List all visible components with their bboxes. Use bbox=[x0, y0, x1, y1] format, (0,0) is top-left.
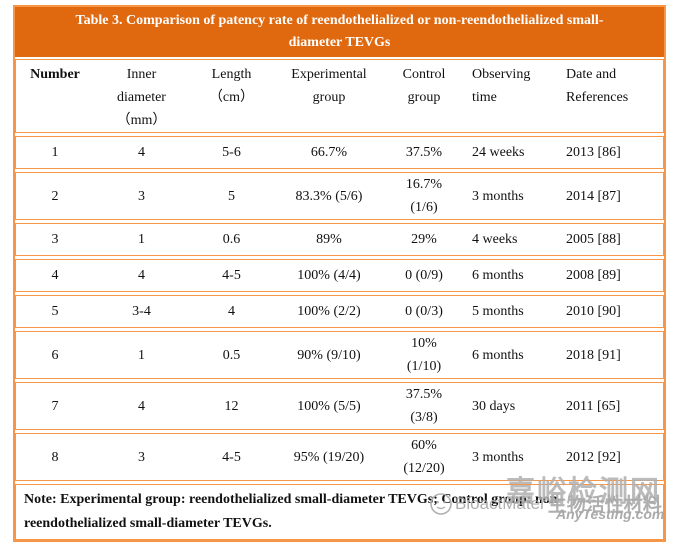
cell-number: 1 bbox=[51, 145, 59, 160]
cell-date-references: 2018 [91] bbox=[566, 347, 621, 363]
cell-observing-time: 3 months bbox=[472, 188, 524, 204]
cell-number: 7 bbox=[51, 398, 59, 414]
cell-inner-diameter: 3 bbox=[138, 188, 145, 204]
cell-length: 4 bbox=[228, 304, 235, 319]
column-header-inner-diameter: Inner diameter （mm） bbox=[116, 67, 167, 128]
cell-experimental-group: 100% (5/5) bbox=[297, 398, 361, 414]
cell-control-group: 0 (0/9) bbox=[405, 268, 443, 283]
cell-inner-diameter: 4 bbox=[138, 145, 145, 160]
cell-observing-time: 3 months bbox=[472, 449, 524, 465]
column-header-number: Number bbox=[30, 67, 80, 82]
cell-control-group: 0 (0/3) bbox=[405, 304, 443, 319]
cell-experimental-group: 66.7% bbox=[310, 145, 348, 160]
cell-control-group: 37.5% (3/8) bbox=[405, 387, 443, 425]
cell-observing-time: 4 weeks bbox=[472, 232, 518, 247]
table-header-row: Number Inner diameter （mm） Length （cm） E… bbox=[15, 59, 664, 133]
table-row: 4 4 4-5 100% (4/4) 0 (0/9) 6 months 2008… bbox=[15, 259, 664, 292]
table-note: Note: Experimental group: reendotheliali… bbox=[15, 484, 664, 540]
cell-inner-diameter: 4 bbox=[138, 398, 145, 414]
cell-control-group: 29% bbox=[411, 232, 437, 247]
cell-number: 6 bbox=[51, 347, 59, 363]
cell-date-references: 2014 [87] bbox=[566, 188, 621, 204]
cell-length: 5-6 bbox=[222, 145, 241, 160]
table-title: Table 3. Comparison of patency rate of r… bbox=[15, 7, 664, 57]
cell-experimental-group: 90% (9/10) bbox=[297, 347, 361, 363]
cell-experimental-group: 83.3% (5/6) bbox=[295, 188, 363, 204]
cell-number: 2 bbox=[51, 188, 59, 204]
cell-inner-diameter: 3 bbox=[138, 449, 145, 465]
cell-observing-time: 5 months bbox=[472, 304, 524, 319]
cell-observing-time: 6 months bbox=[472, 268, 524, 283]
cell-inner-diameter: 1 bbox=[138, 232, 145, 247]
cell-date-references: 2005 [88] bbox=[566, 232, 621, 247]
cell-experimental-group: 100% (4/4) bbox=[297, 268, 361, 283]
cell-observing-time: 30 days bbox=[472, 398, 516, 414]
column-header-control-group: Control group bbox=[402, 67, 446, 105]
cell-number: 3 bbox=[51, 232, 59, 247]
cell-experimental-group: 95% (19/20) bbox=[293, 449, 365, 465]
cell-length: 4-5 bbox=[222, 449, 241, 465]
table-row: 6 1 0.5 90% (9/10) 10% (1/10) 6 months 2… bbox=[15, 331, 664, 379]
table-row: 7 4 12 100% (5/5) 37.5% (3/8) 30 days 20… bbox=[15, 382, 664, 430]
cell-control-group: 60% (12/20) bbox=[403, 438, 445, 476]
column-header-observing-time: Observing time bbox=[472, 67, 531, 105]
cell-number: 4 bbox=[51, 268, 59, 283]
cell-date-references: 2010 [90] bbox=[566, 304, 621, 319]
table-row: 2 3 5 83.3% (5/6) 16.7% (1/6) 3 months 2… bbox=[15, 172, 664, 220]
cell-experimental-group: 100% (2/2) bbox=[297, 304, 361, 319]
cell-observing-time: 6 months bbox=[472, 347, 524, 363]
table-row: 1 4 5-6 66.7% 37.5% 24 weeks 2013 [86] bbox=[15, 136, 664, 169]
cell-length: 0.5 bbox=[222, 347, 241, 363]
table-row: 3 1 0.6 89% 29% 4 weeks 2005 [88] bbox=[15, 223, 664, 256]
cell-observing-time: 24 weeks bbox=[472, 145, 525, 160]
cell-length: 0.6 bbox=[222, 232, 241, 247]
cell-number: 5 bbox=[51, 304, 59, 319]
cell-inner-diameter: 1 bbox=[138, 347, 145, 363]
column-header-date-references: Date and References bbox=[566, 67, 629, 105]
cell-date-references: 2012 [92] bbox=[566, 449, 621, 465]
column-header-experimental-group: Experimental group bbox=[291, 67, 367, 105]
cell-inner-diameter: 3-4 bbox=[132, 304, 151, 319]
cell-date-references: 2008 [89] bbox=[566, 268, 621, 283]
cell-date-references: 2013 [86] bbox=[566, 145, 621, 160]
cell-inner-diameter: 4 bbox=[138, 268, 145, 283]
table-row: 5 3-4 4 100% (2/2) 0 (0/3) 5 months 2010… bbox=[15, 295, 664, 328]
cell-control-group: 37.5% bbox=[405, 145, 443, 160]
cell-number: 8 bbox=[51, 449, 59, 465]
cell-date-references: 2011 [65] bbox=[566, 398, 621, 414]
cell-control-group: 16.7% (1/6) bbox=[405, 177, 443, 215]
cell-length: 12 bbox=[224, 398, 239, 414]
cell-length: 5 bbox=[228, 188, 235, 204]
cell-control-group: 10% (1/10) bbox=[406, 336, 442, 374]
column-header-length: Length （cm） bbox=[208, 67, 255, 105]
table-row: 8 3 4-5 95% (19/20) 60% (12/20) 3 months… bbox=[15, 433, 664, 481]
cell-length: 4-5 bbox=[222, 268, 241, 283]
cell-experimental-group: 89% bbox=[316, 232, 342, 247]
comparison-table: Table 3. Comparison of patency rate of r… bbox=[13, 5, 666, 542]
